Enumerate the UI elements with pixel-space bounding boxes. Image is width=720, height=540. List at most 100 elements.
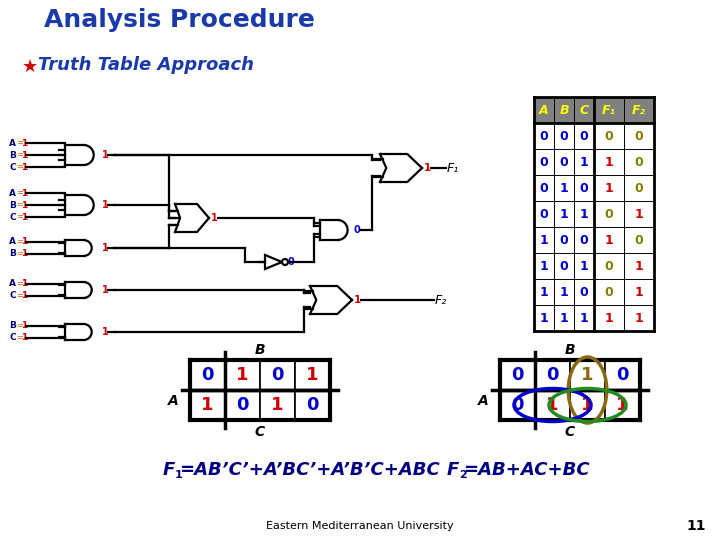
Text: F₁: F₁ [447, 161, 459, 174]
Bar [225, 390, 260, 420]
Text: B: B [9, 249, 16, 259]
Text: 0: 0 [605, 130, 613, 143]
Text: 0: 0 [288, 257, 294, 267]
Text: 1: 1 [21, 213, 27, 221]
Text: 0: 0 [559, 233, 568, 246]
Text: B: B [559, 104, 569, 117]
Bar [535, 360, 570, 390]
Text: 1: 1 [21, 334, 27, 342]
Text: C: C [580, 104, 588, 117]
Text: 1: 1 [539, 233, 549, 246]
Text: C: C [255, 425, 265, 439]
Text: 1: 1 [559, 181, 568, 194]
Text: 0: 0 [634, 181, 644, 194]
Text: 0: 0 [580, 233, 588, 246]
Text: F₁: F₁ [602, 104, 616, 117]
Text: B: B [255, 343, 265, 357]
Bar [295, 390, 330, 420]
Text: 1: 1 [21, 188, 27, 198]
Text: 1: 1 [559, 286, 568, 299]
Text: 0: 0 [634, 130, 644, 143]
Bar [500, 360, 535, 390]
Text: 1: 1 [211, 213, 217, 223]
Text: 1: 1 [102, 150, 109, 160]
Bar [190, 390, 225, 420]
Text: F: F [163, 461, 175, 479]
Circle shape [282, 259, 288, 265]
Bar [534, 279, 654, 305]
Text: 2: 2 [459, 470, 467, 480]
Text: 0: 0 [539, 156, 549, 168]
Text: =: = [16, 151, 23, 159]
Text: 1: 1 [202, 396, 214, 414]
Text: 1: 1 [605, 156, 613, 168]
Text: 0: 0 [539, 130, 549, 143]
Text: 1: 1 [424, 163, 431, 173]
Text: 1: 1 [306, 366, 319, 384]
Text: 0: 0 [511, 396, 523, 414]
Bar [295, 360, 330, 390]
Text: 1: 1 [539, 286, 549, 299]
Text: 0: 0 [634, 156, 644, 168]
Text: 1: 1 [539, 312, 549, 325]
Text: A: A [477, 394, 488, 408]
Text: 1: 1 [21, 200, 27, 210]
Text: =: = [16, 280, 23, 288]
Text: 1: 1 [634, 260, 644, 273]
Bar [225, 360, 260, 390]
Text: 0: 0 [580, 130, 588, 143]
Text: 1: 1 [605, 181, 613, 194]
Text: 1: 1 [21, 138, 27, 147]
Bar [570, 390, 605, 420]
Text: 1: 1 [546, 396, 559, 414]
Text: F: F [447, 461, 459, 479]
Text: 0: 0 [580, 181, 588, 194]
Text: =: = [16, 334, 23, 342]
Polygon shape [265, 255, 282, 269]
Text: =: = [16, 188, 23, 198]
Text: C: C [9, 292, 16, 300]
Text: 0: 0 [511, 366, 523, 384]
Text: =: = [16, 321, 23, 330]
Text: 1: 1 [21, 321, 27, 330]
Bar [534, 201, 654, 227]
Text: 0: 0 [236, 396, 248, 414]
Text: 0: 0 [616, 366, 629, 384]
Bar [260, 360, 295, 390]
Bar [534, 149, 654, 175]
Text: 1: 1 [559, 312, 568, 325]
Text: F₂: F₂ [632, 104, 646, 117]
Text: 0: 0 [539, 181, 549, 194]
Text: 0: 0 [580, 286, 588, 299]
Text: C: C [9, 163, 16, 172]
Bar [534, 253, 654, 279]
Text: B: B [9, 200, 16, 210]
Text: 1: 1 [21, 280, 27, 288]
Bar [190, 360, 225, 390]
Text: 1: 1 [21, 292, 27, 300]
Text: A: A [9, 238, 16, 246]
Bar [605, 390, 640, 420]
Text: Eastern Mediterranean University: Eastern Mediterranean University [266, 521, 454, 531]
Text: B: B [9, 321, 16, 330]
Text: Truth Table Approach: Truth Table Approach [38, 56, 254, 74]
Text: C: C [9, 213, 16, 221]
Text: B: B [564, 343, 575, 357]
Text: 0: 0 [559, 130, 568, 143]
Text: ★: ★ [22, 58, 38, 76]
Text: 1: 1 [634, 312, 644, 325]
Text: 1: 1 [21, 151, 27, 159]
Text: 1: 1 [580, 156, 588, 168]
Text: 0: 0 [559, 260, 568, 273]
Bar [535, 390, 570, 420]
Text: =AB’C’+A’BC’+A’B’C+ABC: =AB’C’+A’BC’+A’B’C+ABC [179, 461, 440, 479]
Text: =: = [16, 292, 23, 300]
Text: C: C [9, 334, 16, 342]
Bar [605, 360, 640, 390]
Text: 1: 1 [271, 396, 284, 414]
Text: 1: 1 [581, 366, 594, 384]
Bar [534, 305, 654, 331]
Text: 0: 0 [539, 207, 549, 220]
Text: =: = [16, 163, 23, 172]
Text: 1: 1 [175, 470, 183, 480]
